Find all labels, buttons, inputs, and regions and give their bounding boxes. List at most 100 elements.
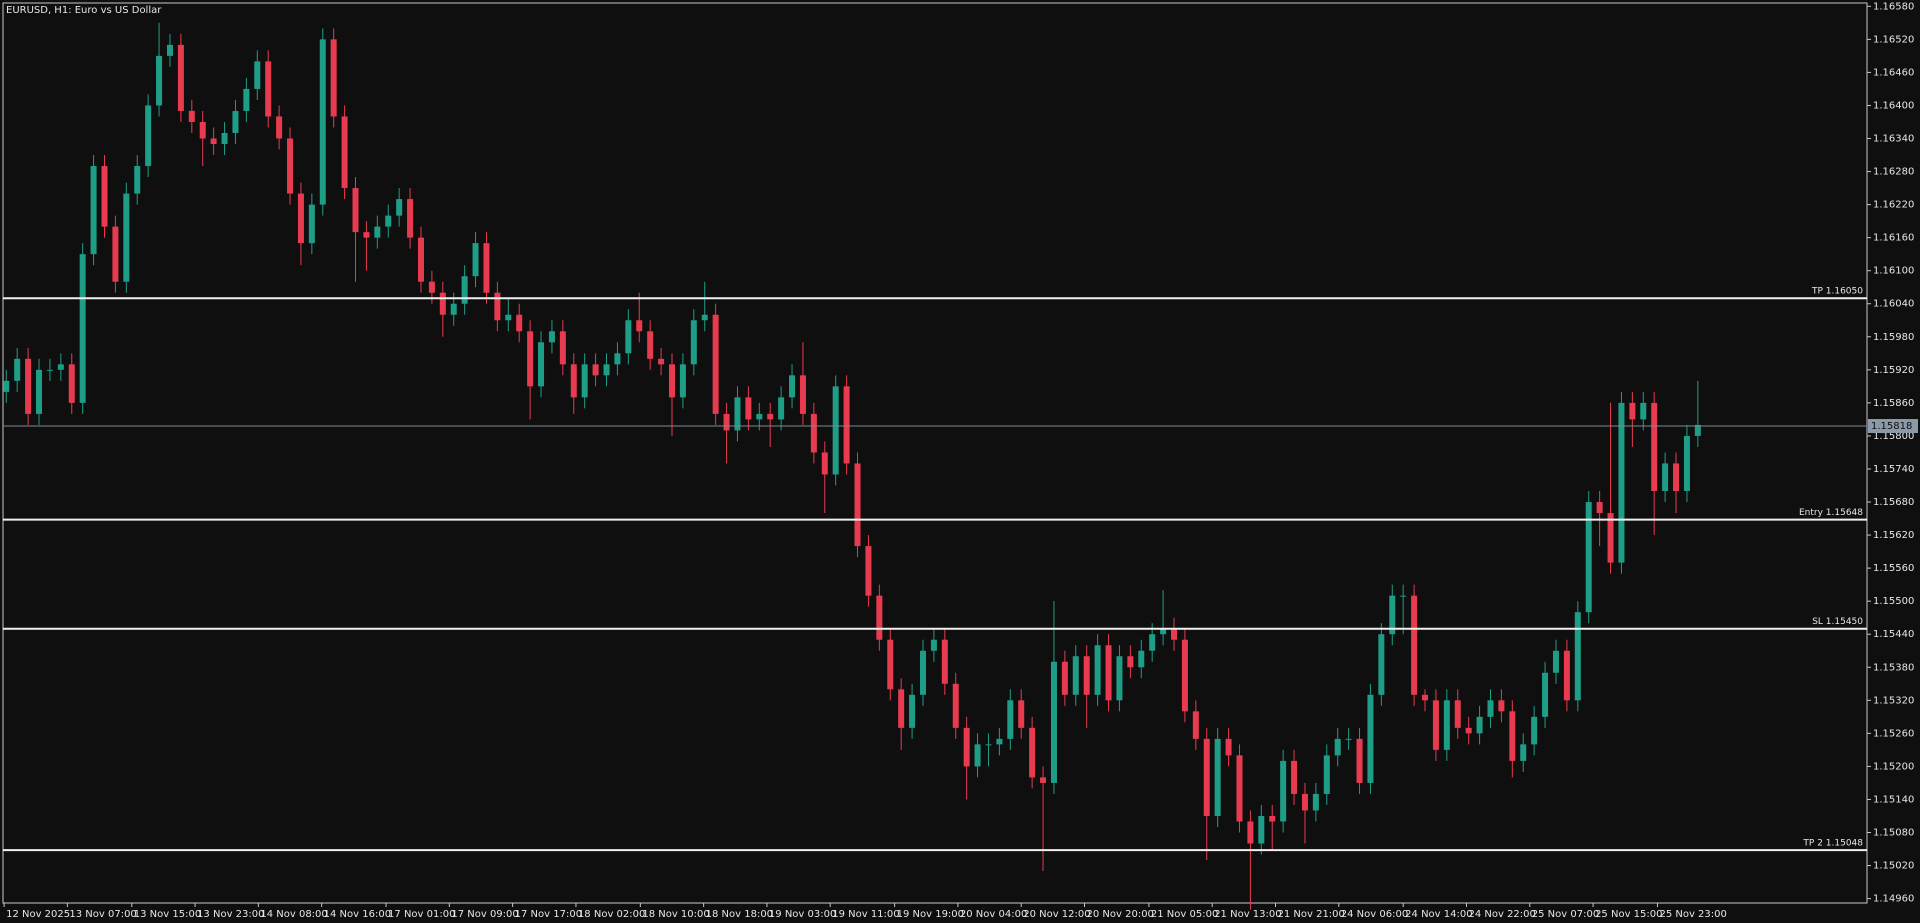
- candle-body: [1509, 711, 1516, 761]
- candle-body: [974, 744, 981, 767]
- candle-body: [188, 110, 195, 122]
- candle-body: [592, 364, 599, 376]
- candle-body: [854, 463, 861, 547]
- candle-body: [516, 314, 523, 332]
- candle-body: [952, 683, 959, 728]
- candle-body: [789, 375, 796, 398]
- candle-body: [603, 364, 610, 376]
- candle-body: [1498, 700, 1505, 712]
- candle-body: [1203, 738, 1210, 816]
- candle-body: [625, 320, 632, 354]
- candle-body: [254, 61, 261, 89]
- candle-body: [668, 364, 675, 398]
- candle-body: [799, 375, 806, 414]
- y-tick-label: 1.15860: [1873, 398, 1914, 409]
- candle-body: [636, 320, 643, 332]
- candle-body: [461, 276, 468, 304]
- x-tick-label: 14 Nov 08:00: [260, 909, 327, 920]
- candle-body: [1291, 760, 1298, 794]
- x-tick-label: 19 Nov 19:00: [897, 909, 964, 920]
- candle-body: [1662, 463, 1669, 492]
- candle-body: [36, 369, 43, 414]
- x-tick-label: 19 Nov 03:00: [769, 909, 836, 920]
- candle-body: [1280, 760, 1287, 822]
- candle-body: [363, 232, 370, 238]
- candle-body: [1694, 424, 1701, 436]
- candle-body: [199, 121, 206, 139]
- candle-body: [1640, 402, 1647, 420]
- y-tick-label: 1.16580: [1873, 1, 1914, 12]
- candle-body: [919, 650, 926, 695]
- candle-body: [1105, 645, 1112, 701]
- candle-body: [330, 39, 337, 117]
- candle-body: [1050, 661, 1057, 783]
- candle-body: [1116, 656, 1123, 701]
- candle-body: [1683, 435, 1690, 492]
- candle-body: [647, 331, 654, 359]
- x-tick-label: 24 Nov 06:00: [1341, 909, 1408, 920]
- y-tick-label: 1.15680: [1873, 497, 1914, 508]
- candle-body: [1378, 634, 1385, 695]
- candle-body: [145, 105, 152, 167]
- y-tick-label: 1.15020: [1873, 861, 1914, 872]
- candle-body: [428, 281, 435, 293]
- candle-body: [581, 364, 588, 398]
- candle-body: [243, 88, 250, 111]
- candle-body: [1651, 402, 1658, 492]
- candle-body: [538, 342, 545, 387]
- x-tick-label: 24 Nov 22:00: [1468, 909, 1535, 920]
- candle-body: [483, 243, 490, 293]
- candle-body: [1040, 777, 1047, 783]
- y-tick-label: 1.15620: [1873, 530, 1914, 541]
- candle-body: [1465, 727, 1472, 734]
- candle-body: [985, 744, 992, 746]
- x-tick-label: 13 Nov 15:00: [134, 909, 201, 920]
- x-tick-label: 21 Nov 21:00: [1277, 909, 1344, 920]
- y-tick-label: 1.15320: [1873, 695, 1914, 706]
- candle-body: [887, 639, 894, 690]
- y-tick-label: 1.16160: [1873, 233, 1914, 244]
- candle-body: [1160, 628, 1167, 635]
- candle-body: [548, 331, 555, 343]
- x-tick-label: 19 Nov 11:00: [832, 909, 899, 920]
- y-tick-label: 1.15140: [1873, 794, 1914, 805]
- x-tick-label: 20 Nov 04:00: [960, 909, 1027, 920]
- candle-body: [909, 694, 916, 728]
- candle-body: [1487, 700, 1494, 717]
- candle-body: [374, 226, 381, 238]
- y-tick-label: 1.16460: [1873, 67, 1914, 78]
- y-tick-label: 1.15080: [1873, 827, 1914, 838]
- candle-body: [287, 138, 294, 194]
- candle-body: [407, 199, 414, 238]
- level-label: TP 2 1.15048: [1802, 839, 1863, 849]
- candle-body: [352, 188, 359, 233]
- candle-body: [756, 413, 763, 420]
- candle-body: [1520, 744, 1527, 761]
- candle-body: [1400, 595, 1407, 597]
- candle-body: [778, 397, 785, 420]
- x-tick-label: 21 Nov 05:00: [1151, 909, 1218, 920]
- y-tick-label: 1.16400: [1873, 100, 1914, 111]
- candle-body: [1585, 502, 1592, 613]
- candle-body: [930, 639, 937, 651]
- current-price-label: 1.15818: [1871, 421, 1912, 432]
- candle-body: [472, 243, 479, 277]
- candle-body: [450, 303, 457, 315]
- candle-body: [679, 364, 686, 398]
- candle-body: [614, 353, 621, 365]
- candle-body: [810, 413, 817, 453]
- candle-body: [210, 138, 217, 145]
- level-label: TP 1.16050: [1811, 287, 1863, 297]
- candle-body: [1618, 402, 1625, 563]
- x-tick-label: 20 Nov 12:00: [1023, 909, 1090, 920]
- candle-body: [865, 546, 872, 596]
- chart-title: EURUSD, H1: Euro vs US Dollar: [6, 5, 162, 16]
- candle-body: [1454, 700, 1461, 728]
- candle-body: [417, 237, 424, 282]
- candle-body: [712, 314, 719, 414]
- candle-body: [265, 61, 272, 117]
- x-tick-label: 12 Nov 2025: [6, 909, 70, 920]
- x-tick-label: 13 Nov 07:00: [69, 909, 136, 920]
- candle-body: [1269, 815, 1276, 822]
